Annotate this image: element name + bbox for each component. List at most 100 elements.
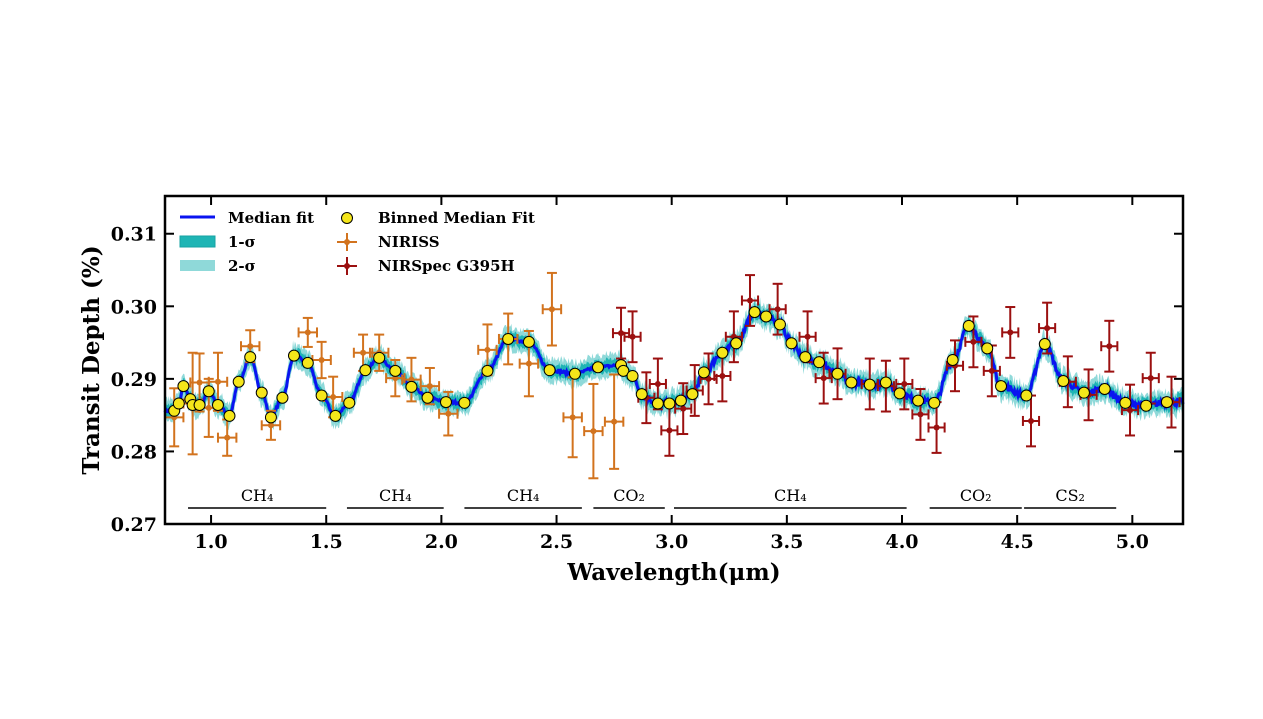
- legend: Median fit 1-σ 2-σ Binned Median Fit NIRISS N…: [179, 209, 535, 275]
- nirspec-point-marker: [1027, 417, 1034, 424]
- binned-median-point: [626, 369, 639, 382]
- nirspec-point-marker: [747, 297, 754, 304]
- niriss-point-marker: [445, 410, 452, 417]
- nirspec-point: [611, 306, 631, 360]
- binned-median-point: [962, 319, 975, 332]
- niriss-point-marker: [590, 428, 597, 435]
- niriss-point-marker: [224, 434, 231, 441]
- legend-sigma1-swatch: [179, 235, 216, 248]
- niriss-point: [541, 271, 563, 347]
- nirspec-point: [740, 274, 760, 327]
- binned-median-point: [912, 394, 925, 407]
- binned-median-point: [276, 391, 289, 404]
- x-tick-label: 1.5: [310, 531, 343, 553]
- binned-median-point: [373, 351, 386, 364]
- binned-median-point: [522, 335, 535, 348]
- niriss-point-marker: [611, 418, 618, 425]
- legend-nirspec-swatch-dot: [344, 263, 350, 269]
- legend-nirspec-swatch: [337, 257, 357, 275]
- binned-median-point: [177, 380, 190, 393]
- plot-frame: [163, 194, 1185, 526]
- binned-median-point: [1098, 383, 1111, 396]
- x-tick-label: 4.0: [885, 531, 918, 553]
- annotation-label: CH₄: [774, 486, 807, 505]
- binned-median-point: [1020, 389, 1033, 402]
- nirspec-point-marker: [1127, 407, 1134, 414]
- binned-median-point: [232, 375, 245, 388]
- binned-median-point: [617, 364, 630, 377]
- nirspec-point-marker: [1007, 329, 1014, 336]
- nirspec-point-marker: [917, 411, 924, 418]
- binned-median-point: [568, 367, 581, 380]
- binned-median-point: [730, 337, 743, 350]
- nirspec-point-marker: [680, 405, 687, 412]
- x-tick-label: 4.5: [1001, 531, 1034, 553]
- nirspec-point: [623, 310, 642, 364]
- binned-median-point: [359, 364, 372, 377]
- binned-median-point: [879, 376, 892, 389]
- annotation-label: CS₂: [1055, 486, 1085, 505]
- binned-median-point: [716, 346, 729, 359]
- binned-median-point: [421, 391, 434, 404]
- niriss-point-marker: [484, 346, 491, 353]
- legend-label-nirspec: NIRSpec G395H: [378, 257, 515, 275]
- binned-median-point: [1140, 399, 1153, 412]
- binned-median-point: [1038, 338, 1051, 351]
- nirspec-point-marker: [618, 330, 625, 337]
- nirspec-point: [895, 357, 914, 411]
- niriss-point-marker: [426, 383, 433, 390]
- binned-median-point: [981, 342, 994, 355]
- niriss-point: [603, 373, 625, 470]
- x-tick-label: 2.5: [540, 531, 573, 553]
- niriss-point-marker: [525, 360, 532, 367]
- error-bar-points: [164, 271, 1181, 480]
- binned-median-point: [405, 380, 418, 393]
- binned-median-point: [193, 398, 206, 411]
- niriss-point: [311, 340, 332, 380]
- legend-label-binned: Binned Median Fit: [378, 209, 535, 227]
- binned-median-point: [458, 396, 471, 409]
- binned-median-point: [244, 351, 257, 364]
- nirspec-point-marker: [666, 427, 673, 434]
- niriss-point-marker: [330, 394, 337, 401]
- nirspec-point-marker: [1147, 375, 1154, 382]
- y-tick-label: 0.30: [111, 296, 157, 318]
- nirspec-point: [1021, 394, 1041, 448]
- niriss-point-marker: [548, 306, 555, 313]
- binned-median-point: [315, 389, 328, 402]
- nirspec-point-marker: [1044, 325, 1051, 332]
- nirspec-point: [724, 310, 743, 364]
- annotation-label: CH₄: [507, 486, 540, 505]
- niriss-point-marker: [267, 422, 274, 429]
- binned-median-point: [1077, 386, 1090, 399]
- legend-niriss-swatch-dot: [344, 239, 350, 245]
- binned-median-point: [591, 361, 604, 374]
- niriss-point-marker: [214, 378, 221, 385]
- binned-median-point: [223, 409, 236, 422]
- nirspec-point-marker: [719, 372, 726, 379]
- niriss-point-marker: [247, 343, 254, 350]
- x-tick-label: 1.0: [195, 531, 228, 553]
- nirspec-point: [964, 315, 983, 369]
- nirspec-point-marker: [901, 380, 908, 387]
- niriss-point: [216, 418, 238, 457]
- legend-label-sigma1: 1-σ: [228, 233, 256, 251]
- y-axis-label: Transit Depth (%): [78, 245, 105, 474]
- binned-median-point: [893, 387, 906, 400]
- binned-median-point: [760, 310, 773, 323]
- annotation-label: CO₂: [613, 486, 645, 505]
- niriss-point: [583, 382, 604, 480]
- nirspec-point: [1001, 306, 1020, 359]
- niriss-point-marker: [196, 379, 203, 386]
- x-tick-label: 3.5: [770, 531, 803, 553]
- binned-median-point: [439, 396, 452, 409]
- annotation-label: CH₄: [241, 486, 274, 505]
- nirspec-point-marker: [988, 367, 995, 374]
- binned-median-point: [674, 394, 687, 407]
- nirspec-point-marker: [804, 333, 811, 340]
- binned-median-point: [831, 367, 844, 380]
- legend-sigma2-swatch: [180, 260, 215, 271]
- niriss-point-marker: [318, 357, 325, 363]
- binned-median-point: [329, 409, 342, 422]
